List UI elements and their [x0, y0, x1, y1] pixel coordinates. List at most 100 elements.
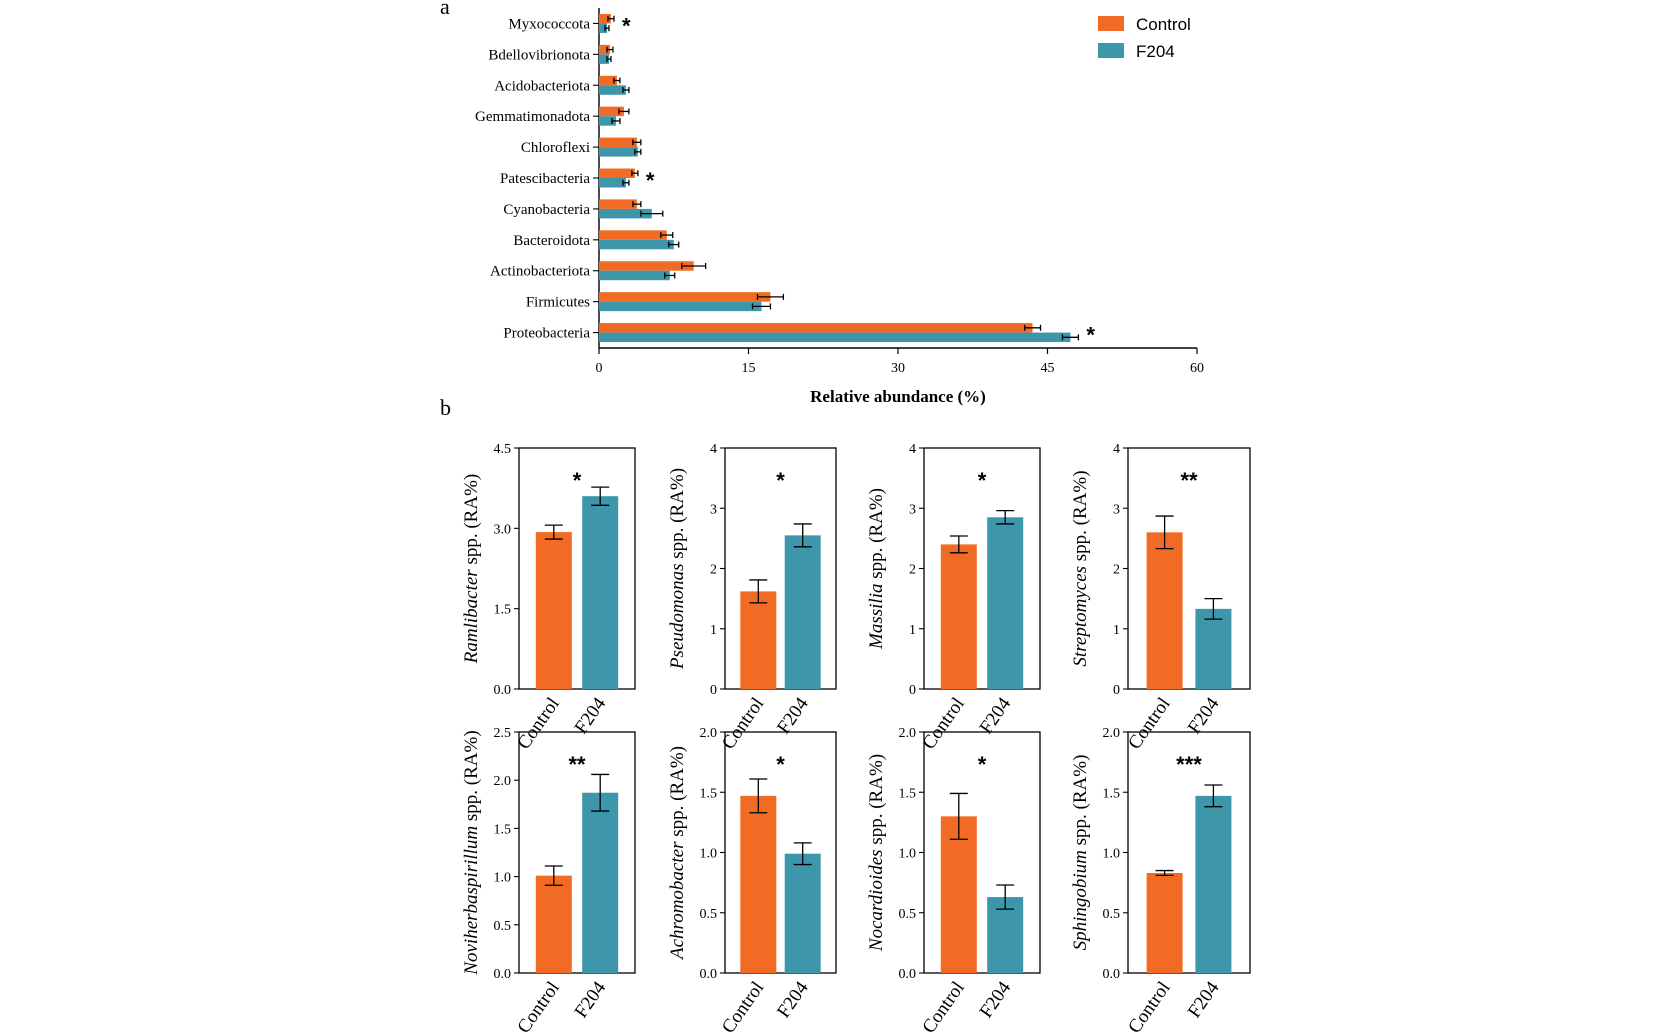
category-label-f204: F204	[976, 977, 1016, 1021]
category-label-f204: F204	[773, 977, 813, 1021]
y-tick-label: 4	[710, 442, 717, 457]
y-axis-title-suffix: spp. (RA%)	[461, 730, 482, 826]
significance-mark: ***	[1176, 752, 1202, 777]
y-axis-title-genus: Noviherbaspirillum	[461, 826, 482, 976]
category-label-control: Control	[918, 694, 969, 754]
y-axis-title: Nocardioides spp. (RA%)	[866, 754, 887, 952]
y-tick-label: 3	[710, 502, 717, 517]
y-tick-label: 2	[710, 563, 717, 578]
bar-f204	[599, 332, 1071, 343]
bar-control	[535, 875, 572, 973]
bar-control	[599, 261, 694, 271]
significance-mark: *	[646, 168, 655, 193]
y-tick-label: 2	[909, 563, 916, 578]
category-label: Acidobacteriota	[494, 78, 590, 94]
bar-f204	[1195, 608, 1232, 689]
y-tick-label: 0.5	[494, 919, 512, 934]
y-tick-label: 2.0	[899, 726, 917, 741]
category-label: Cyanobacteria	[503, 202, 590, 218]
y-tick-label: 1.0	[899, 847, 917, 862]
y-tick-label: 2.0	[1103, 726, 1121, 741]
y-tick-label: 0.5	[1103, 907, 1121, 922]
subchart-noviherbaspirillum: 0.0 0.5 1.0 1.5 2.0 2.5 Noviherbaspirillum spp…	[461, 726, 636, 1034]
y-tick-label: 3	[909, 502, 916, 517]
category-label: Chloroflexi	[521, 140, 590, 156]
bar-control	[599, 137, 637, 148]
bar-f204	[784, 853, 821, 973]
chart-b-bar-panels: 0.0 1.5 3.0 4.5 Ramlibacter spp. (RA%) Contro…	[461, 442, 1251, 1034]
category-label-control: Control	[918, 978, 969, 1034]
y-tick-label: 2.0	[494, 774, 512, 789]
bar-f204	[599, 208, 652, 219]
legend-label: Control	[1136, 15, 1191, 34]
bar-control	[599, 44, 610, 55]
bar-control	[599, 292, 771, 302]
bar-control	[599, 199, 637, 209]
bar-f204	[987, 517, 1024, 689]
significance-mark: *	[622, 13, 631, 38]
y-tick-label: 0.0	[1103, 967, 1121, 982]
subchart-ramlibacter: 0.0 1.5 3.0 4.5 Ramlibacter spp. (RA%) Contro…	[461, 442, 636, 753]
bar-f204	[599, 147, 638, 157]
y-tick-label: 2.0	[700, 726, 718, 741]
y-axis-title: Streptomyces spp. (RA%)	[1070, 470, 1091, 666]
y-tick-label: 0	[909, 683, 916, 698]
y-tick-label: 4.5	[494, 442, 512, 457]
significance-mark: *	[978, 752, 987, 777]
subchart-massilia: 0 1 2 3 4 Massilia spp. (RA%) Control F204 *	[866, 442, 1041, 754]
category-label-control: Control	[718, 978, 769, 1034]
y-tick-label: 0.0	[494, 967, 512, 982]
category-label-control: Control	[1124, 978, 1175, 1034]
y-tick-label: 1.0	[700, 847, 718, 862]
bar-f204	[599, 301, 762, 312]
x-axis-title: Relative abundance (%)	[810, 387, 986, 406]
y-axis-title: Pseudomonas spp. (RA%)	[667, 468, 688, 670]
bar-control	[740, 591, 777, 689]
y-tick-label: 3	[1113, 502, 1120, 517]
significance-mark: *	[573, 468, 582, 493]
bar-f204	[784, 535, 821, 689]
bar-f204	[599, 178, 626, 188]
y-axis-title-genus: Streptomyces	[1070, 566, 1091, 667]
y-tick-label: 4	[909, 442, 916, 457]
legend-label: F204	[1136, 42, 1175, 61]
y-tick-label: 0.0	[494, 683, 512, 698]
y-axis-title-genus: Pseudomonas	[667, 563, 688, 670]
y-axis-title-suffix: spp. (RA%)	[866, 754, 887, 850]
subchart-achromobacter: 0.0 0.5 1.0 1.5 2.0 Achromobacter spp. (RA%) C…	[667, 726, 837, 1034]
y-tick-label: 1.5	[494, 603, 512, 618]
y-tick-label: 1	[909, 623, 916, 638]
x-tick-label: 15	[742, 361, 756, 376]
significance-mark: *	[776, 468, 785, 493]
subchart-streptomyces: 0 1 2 3 4 Streptomyces spp. (RA%) Control F204 *…	[1070, 442, 1251, 753]
subchart-sphingobium: 0.0 0.5 1.0 1.5 2.0 Sphingobium spp. (RA%) Con…	[1070, 726, 1251, 1034]
x-tick-label: 30	[891, 361, 905, 376]
y-axis-title: Achromobacter spp. (RA%)	[667, 746, 688, 961]
y-tick-label: 1.5	[1103, 786, 1121, 801]
significance-mark: *	[776, 752, 785, 777]
subchart-frame	[518, 731, 636, 974]
y-axis-title-genus: Massilia	[866, 584, 887, 650]
panel-b-letter: b	[440, 395, 451, 420]
category-label: Gemmatimonadota	[475, 109, 590, 125]
significance-mark: **	[1180, 468, 1198, 493]
subchart-frame	[518, 447, 636, 690]
x-tick-label: 60	[1190, 361, 1204, 376]
category-label-f204: F204	[1184, 977, 1224, 1021]
y-axis-title-genus: Achromobacter	[667, 841, 688, 961]
x-tick-label: 45	[1041, 361, 1055, 376]
category-label-f204: F204	[571, 977, 611, 1021]
bar-f204	[582, 792, 619, 973]
y-tick-label: 1.5	[494, 822, 512, 837]
y-tick-label: 3.0	[494, 522, 512, 537]
bar-control	[1146, 872, 1183, 973]
y-axis-title: Noviherbaspirillum spp. (RA%)	[461, 730, 482, 975]
y-tick-label: 0.0	[899, 967, 917, 982]
y-axis-title-suffix: spp. (RA%)	[1070, 470, 1091, 566]
y-axis-title-genus: Ramlibacter	[461, 569, 482, 665]
category-label-f204: F204	[773, 693, 813, 737]
bar-control	[740, 795, 777, 973]
category-label: Proteobacteria	[503, 326, 590, 342]
